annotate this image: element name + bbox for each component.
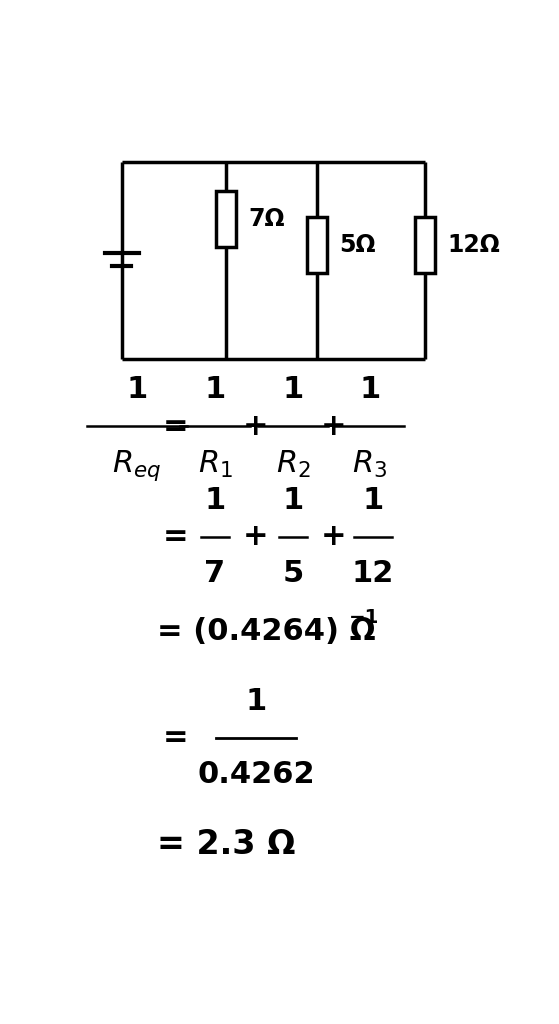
- Text: 1: 1: [205, 485, 226, 515]
- Text: =: =: [163, 412, 189, 441]
- Text: 1: 1: [282, 485, 304, 515]
- Text: +: +: [320, 412, 346, 441]
- Text: −1: −1: [349, 608, 380, 627]
- Bar: [415, 217, 435, 273]
- Text: +: +: [243, 522, 268, 551]
- Text: =: =: [163, 723, 189, 753]
- Text: 7Ω: 7Ω: [249, 207, 285, 231]
- Text: 1: 1: [362, 485, 384, 515]
- Text: $R_1$: $R_1$: [197, 449, 233, 479]
- Text: = (0.4264) Ω: = (0.4264) Ω: [157, 616, 375, 646]
- Text: 12Ω: 12Ω: [448, 233, 501, 257]
- Text: 1: 1: [205, 376, 226, 404]
- Text: 0.4262: 0.4262: [197, 760, 315, 788]
- Text: 1: 1: [126, 376, 148, 404]
- Text: =: =: [163, 522, 189, 551]
- Text: +: +: [243, 412, 268, 441]
- Text: $R_{eq}$: $R_{eq}$: [112, 449, 162, 483]
- Text: $R_2$: $R_2$: [276, 449, 310, 479]
- Text: +: +: [320, 522, 346, 551]
- Text: 5: 5: [282, 559, 304, 588]
- Text: 1: 1: [282, 376, 304, 404]
- Bar: [216, 190, 235, 248]
- Text: 7: 7: [205, 559, 226, 588]
- Text: 1: 1: [245, 687, 267, 716]
- Text: 12: 12: [352, 559, 394, 588]
- Bar: [307, 217, 326, 273]
- Text: 5Ω: 5Ω: [339, 233, 376, 257]
- Text: = 2.3 Ω: = 2.3 Ω: [157, 827, 295, 861]
- Text: $R_3$: $R_3$: [352, 449, 387, 479]
- Text: 1: 1: [359, 376, 380, 404]
